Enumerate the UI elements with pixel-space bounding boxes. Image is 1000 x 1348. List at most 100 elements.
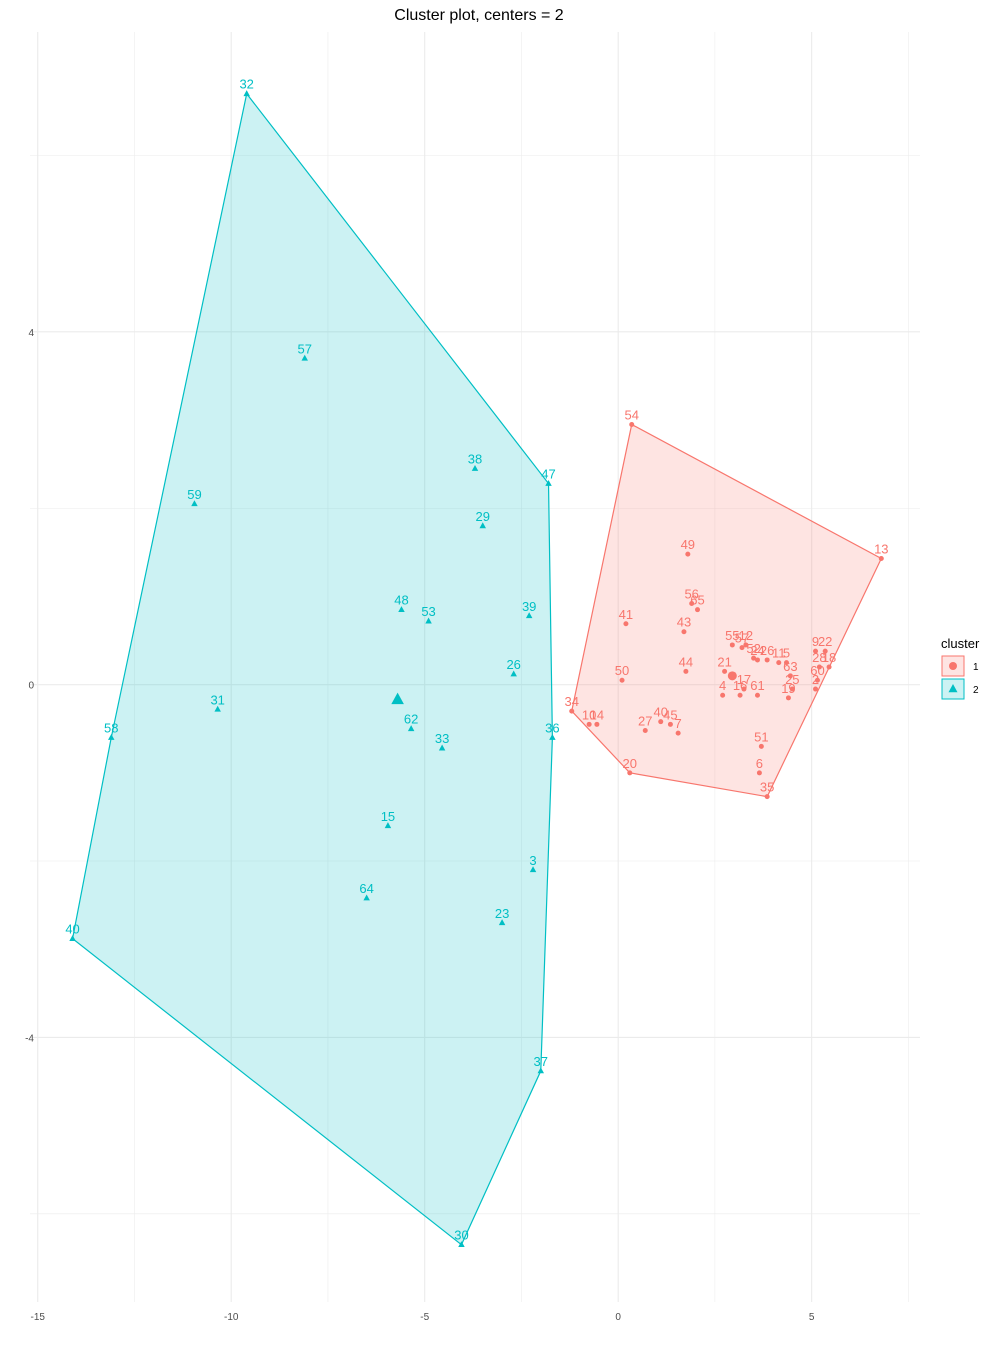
cluster-2-point-47: [545, 479, 552, 486]
cluster-1-label-7: 7: [675, 716, 682, 731]
cluster-2-point-29: [479, 522, 486, 529]
cluster-2-label-48: 48: [394, 593, 408, 608]
legend-label-1: 1: [973, 662, 979, 673]
cluster-1-label-56: 56: [684, 587, 698, 602]
cluster-2-point-48: [398, 606, 405, 613]
cluster-1-point-21: [722, 668, 728, 674]
cluster-1-label-2: 2: [812, 672, 819, 687]
cluster-1-point-19: [785, 695, 791, 701]
cluster-1-label-13: 13: [874, 542, 888, 557]
cluster-1-point-25: [789, 686, 795, 692]
cluster-1-label-11: 11: [772, 646, 786, 661]
cluster-2-point-59: [191, 500, 198, 507]
cluster-2-label-23: 23: [495, 906, 509, 921]
cluster-2-label-38: 38: [468, 452, 482, 467]
cluster-1-label-26: 26: [760, 643, 774, 658]
cluster-2-point-40: [69, 935, 76, 941]
cluster-2-point-26: [510, 670, 517, 677]
cluster-1-label-40: 40: [654, 705, 668, 720]
cluster-1-label-54: 54: [624, 407, 638, 422]
cluster-1-point-60: [814, 677, 820, 683]
cluster-1-label-41: 41: [619, 607, 633, 622]
cluster-1-label-34: 34: [565, 694, 579, 709]
cluster-1-label-60: 60: [810, 663, 824, 678]
cluster-1-point-50: [619, 677, 625, 683]
cluster-1-center: [727, 671, 737, 681]
cluster-2-point-38: [471, 464, 479, 471]
cluster-1-label-14: 14: [590, 707, 604, 722]
cluster-hulls: [71, 92, 883, 1246]
cluster-2-point-36: [549, 733, 556, 740]
cluster-1-label-57: 57: [735, 631, 749, 646]
cluster-1-point-34: [569, 708, 575, 714]
cluster-1-point-7: [675, 730, 681, 736]
cluster-1-label-18: 18: [822, 650, 836, 665]
cluster-1-label-17: 17: [737, 672, 751, 687]
legend-title: cluster: [941, 636, 980, 651]
legend-label-2: 2: [973, 685, 979, 696]
cluster-2-point-64: [363, 894, 370, 901]
cluster-1-label-51: 51: [754, 729, 768, 744]
cluster-1-label-20: 20: [623, 756, 637, 771]
cluster-2-label-64: 64: [359, 881, 373, 896]
cluster-1-label-63: 63: [783, 659, 797, 674]
cluster-2-label-39: 39: [522, 599, 536, 614]
cluster-1-label-24: 24: [750, 643, 764, 658]
cluster-2-label-57: 57: [298, 341, 312, 356]
cluster-1-point-13: [878, 556, 884, 562]
cluster-1-point-5: [784, 660, 789, 666]
cluster-2-label-40: 40: [65, 922, 79, 937]
cluster-2-point-23: [498, 919, 506, 926]
x-tick-label: -10: [224, 1312, 239, 1323]
cluster-1-point-2: [813, 686, 819, 692]
cluster-1-point-51: [758, 743, 764, 749]
cluster-1-label-16: 16: [733, 678, 747, 693]
cluster-1-label-43: 43: [677, 615, 691, 630]
cluster-2-point-15: [384, 822, 392, 829]
cluster-1-label-44: 44: [679, 654, 693, 669]
cluster-2-label-29: 29: [476, 509, 490, 524]
cluster-1-label-10: 10: [582, 707, 596, 722]
cluster-1-label-27: 27: [638, 714, 652, 729]
legend: cluster 1 2: [941, 636, 980, 700]
cluster-2-hull: [71, 92, 553, 1246]
cluster-1-point-26: [764, 657, 770, 663]
y-axis-ticks: -4 0 4: [25, 328, 34, 1045]
cluster-1-point-10: [586, 721, 592, 727]
cluster-2-point-62: [407, 725, 415, 732]
cluster-1-label-28: 28: [812, 650, 826, 665]
cluster-1-label-22: 22: [818, 634, 832, 649]
cluster-2-label-58: 58: [104, 721, 118, 736]
cluster-2-label-31: 31: [210, 692, 224, 707]
cluster-1-label-19: 19: [781, 681, 795, 696]
x-tick-label: 0: [615, 1312, 621, 1323]
y-tick-label: 4: [28, 328, 34, 339]
cluster-1-point-12: [743, 642, 749, 648]
cluster-2-label-36: 36: [545, 721, 559, 736]
cluster-1-point-65: [695, 607, 700, 613]
x-tick-label: -15: [31, 1312, 46, 1323]
cluster-2-label-62: 62: [404, 712, 418, 727]
cluster-1-point-61: [754, 692, 760, 698]
cluster-2-label-47: 47: [541, 467, 555, 482]
cluster-1-point-55: [729, 642, 735, 648]
cluster-2-point-3: [529, 866, 537, 873]
y-tick-label: -4: [25, 1033, 34, 1044]
cluster-1-point-35: [764, 794, 770, 800]
y-tick-label: 0: [28, 681, 34, 692]
grid-major: [30, 32, 920, 1302]
cluster-2-point-32: [243, 90, 250, 97]
cluster-1-point-63: [787, 673, 793, 679]
cluster-1-hull: [571, 423, 883, 798]
cluster-1-label-35: 35: [760, 780, 774, 795]
cluster-1-label-21: 21: [717, 654, 731, 669]
cluster-1-label-55: 55: [725, 628, 739, 643]
cluster-1-point-45: [667, 721, 673, 727]
legend-marker-1: [949, 662, 957, 670]
cluster-2-center: [391, 692, 404, 705]
cluster-1-point-6: [756, 770, 762, 776]
cluster-2-point-31: [214, 705, 221, 712]
cluster-1-label-25: 25: [785, 672, 799, 687]
cluster-1-label-6: 6: [756, 756, 763, 771]
